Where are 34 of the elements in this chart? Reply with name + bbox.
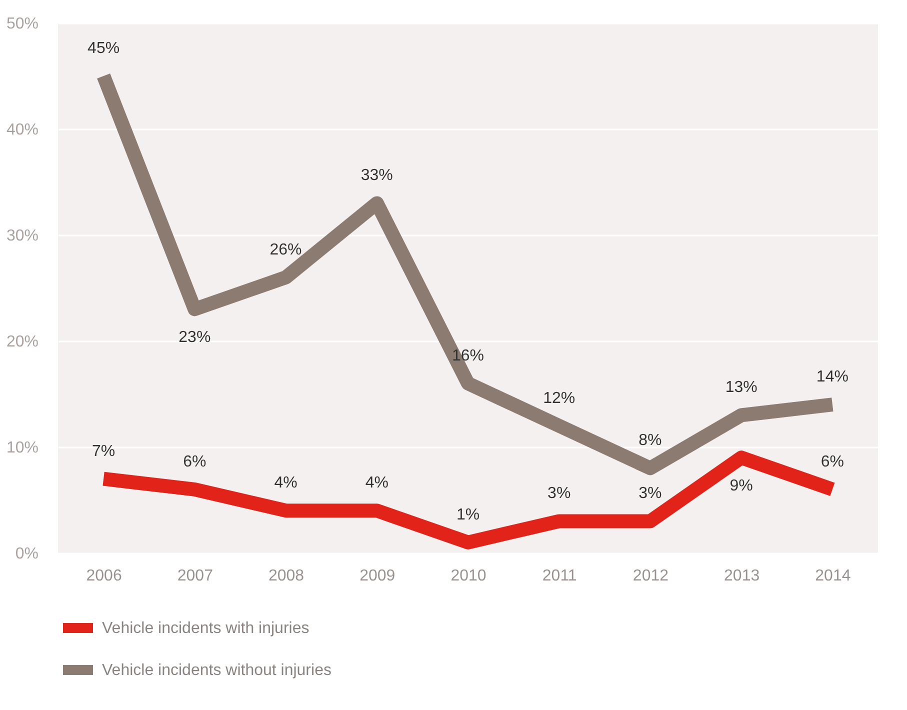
x-tick-label: 2014 (815, 568, 851, 584)
data-label: 6% (183, 453, 206, 470)
data-label: 8% (638, 432, 662, 450)
data-label: 3% (638, 485, 662, 502)
legend-label: Vehicle incidents with injuries (102, 620, 310, 637)
x-tick-label: 2013 (724, 568, 760, 584)
data-label: 4% (274, 474, 298, 492)
data-label: 33% (360, 167, 393, 184)
y-tick-label: 20% (6, 334, 38, 350)
y-tick-label: 10% (6, 440, 38, 456)
x-tick-label: 2009 (360, 568, 396, 584)
x-tick-label: 2011 (542, 568, 577, 584)
data-label: 14% (816, 368, 848, 386)
x-tick-label: 2008 (268, 568, 304, 584)
data-label: 13% (725, 379, 758, 396)
data-label: 6% (820, 453, 844, 470)
x-tick-label: 2010 (450, 568, 486, 584)
data-label: 1% (456, 506, 480, 524)
y-tick-label: 40% (6, 122, 38, 138)
data-label: 4% (365, 474, 388, 492)
y-tick-label: 30% (6, 228, 38, 244)
data-label: 3% (548, 485, 571, 502)
data-label: 7% (92, 442, 116, 460)
y-tick-label: 50% (6, 16, 38, 32)
data-label: 12% (543, 390, 576, 407)
x-tick-label: 2007 (177, 568, 214, 584)
y-tick-label: 0% (15, 546, 38, 562)
x-tick-label: 2006 (86, 568, 122, 584)
legend-label: Vehicle incidents without injuries (102, 662, 332, 679)
data-label: 23% (178, 329, 211, 346)
data-label: 9% (730, 478, 753, 495)
data-label: 45% (88, 40, 120, 57)
x-tick-label: 2012 (632, 568, 669, 584)
data-label: 26% (270, 241, 302, 258)
